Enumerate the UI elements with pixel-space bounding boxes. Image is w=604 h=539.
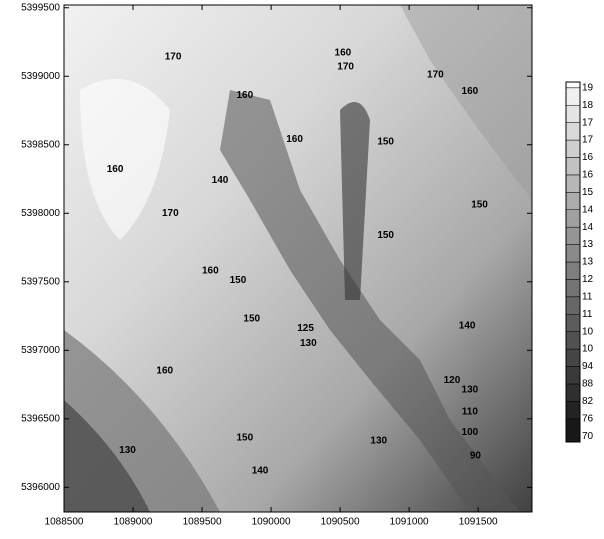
y-tick-label: 5396000 <box>21 482 60 493</box>
colorbar-label: 14 <box>582 204 594 215</box>
contour-label: 150 <box>230 275 247 286</box>
y-tick-label: 5397500 <box>21 276 60 287</box>
colorbar-band <box>566 123 580 140</box>
contour-label: 140 <box>459 320 476 331</box>
colorbar-band <box>566 279 580 296</box>
colorbar-band <box>566 210 580 227</box>
contour-label: 130 <box>119 445 136 456</box>
colorbar-label: 88 <box>582 379 594 390</box>
contour-label: 160 <box>107 164 124 175</box>
colorbar-label: 13 <box>582 257 594 268</box>
x-tick-label: 1088500 <box>45 517 84 528</box>
contour-label: 120 <box>444 375 461 386</box>
colorbar-label: 17 <box>582 135 594 146</box>
colorbar-band <box>566 245 580 262</box>
contour-label: 170 <box>337 61 354 72</box>
colorbar-band <box>566 349 580 366</box>
y-tick-label: 5399500 <box>21 2 60 13</box>
colorbar-band <box>566 157 580 174</box>
colorbar-band <box>566 314 580 331</box>
colorbar-band <box>566 384 580 401</box>
colorbar-label: 82 <box>582 396 594 407</box>
contour-label: 150 <box>471 200 488 211</box>
colorbar-label: 15 <box>582 187 594 198</box>
colorbar-label: 76 <box>582 413 594 424</box>
contour-label: 160 <box>237 90 254 101</box>
contour-label: 160 <box>335 48 352 59</box>
contour-label: 170 <box>427 70 444 81</box>
x-tick-label: 1090500 <box>321 517 360 528</box>
colorbar-band <box>566 175 580 192</box>
x-tick-label: 1090000 <box>252 517 291 528</box>
contour-label: 150 <box>237 433 254 444</box>
contour-label: 160 <box>286 134 303 145</box>
colorbar-band <box>566 88 580 105</box>
colorbar-label: 10 <box>582 344 594 355</box>
colorbar-label: 16 <box>582 170 594 181</box>
contour-label: 150 <box>243 313 260 324</box>
colorbar-band <box>566 332 580 349</box>
x-tick-label: 1091000 <box>390 517 429 528</box>
y-tick-label: 5398000 <box>21 208 60 219</box>
colorbar-label: 94 <box>582 361 594 372</box>
contour-label: 130 <box>462 385 479 396</box>
colorbar-label: 10 <box>582 326 594 337</box>
y-tick-label: 5396500 <box>21 413 60 424</box>
colorbar-label: 14 <box>582 222 594 233</box>
contour-label: 90 <box>470 450 482 461</box>
contour-label: 130 <box>370 435 387 446</box>
colorbar-band <box>566 192 580 209</box>
colorbar-label: 19 <box>582 82 594 93</box>
colorbar-band <box>566 105 580 122</box>
x-tick-label: 1091500 <box>459 517 498 528</box>
contour-label: 150 <box>377 137 394 148</box>
contour-label: 170 <box>162 208 179 219</box>
colorbar-label: 17 <box>582 117 594 128</box>
y-tick-label: 5399000 <box>21 71 60 82</box>
colorbar-band <box>566 227 580 244</box>
colorbar-band <box>566 82 580 88</box>
colorbar-label: 16 <box>582 152 594 163</box>
colorbar-label: 18 <box>582 100 594 111</box>
contour-label: 160 <box>462 86 479 97</box>
colorbar-band <box>566 367 580 384</box>
colorbar-band <box>566 297 580 314</box>
contour-label: 110 <box>462 407 479 418</box>
y-tick-label: 5398500 <box>21 139 60 150</box>
chart: 70 76 82 88 94 10 10 11 11 12 13 13 14 14 15 16 16 17 17 18… <box>0 0 604 539</box>
contour-label: 130 <box>300 338 317 349</box>
colorbar-label: 13 <box>582 239 594 250</box>
contour-label: 140 <box>252 466 269 477</box>
colorbar-label: 12 <box>582 274 594 285</box>
colorbar-band <box>566 401 580 418</box>
contour-label: 160 <box>202 265 219 276</box>
x-tick-label: 1089500 <box>183 517 222 528</box>
contour-label: 125 <box>297 323 314 334</box>
colorbar-band <box>566 140 580 157</box>
colorbar-label: 11 <box>582 309 593 320</box>
contour-label: 150 <box>377 230 394 241</box>
y-tick-label: 5397000 <box>21 345 60 356</box>
x-tick-label: 1089000 <box>114 517 153 528</box>
contour-label: 170 <box>165 52 182 63</box>
colorbar-band <box>566 262 580 279</box>
colorbar-label: 11 <box>582 291 593 302</box>
colorbar-label: 70 <box>582 431 594 442</box>
contour-label: 140 <box>212 175 229 186</box>
colorbar-band <box>566 419 580 442</box>
contour-label: 160 <box>156 366 173 377</box>
contour-label: 100 <box>462 427 479 438</box>
